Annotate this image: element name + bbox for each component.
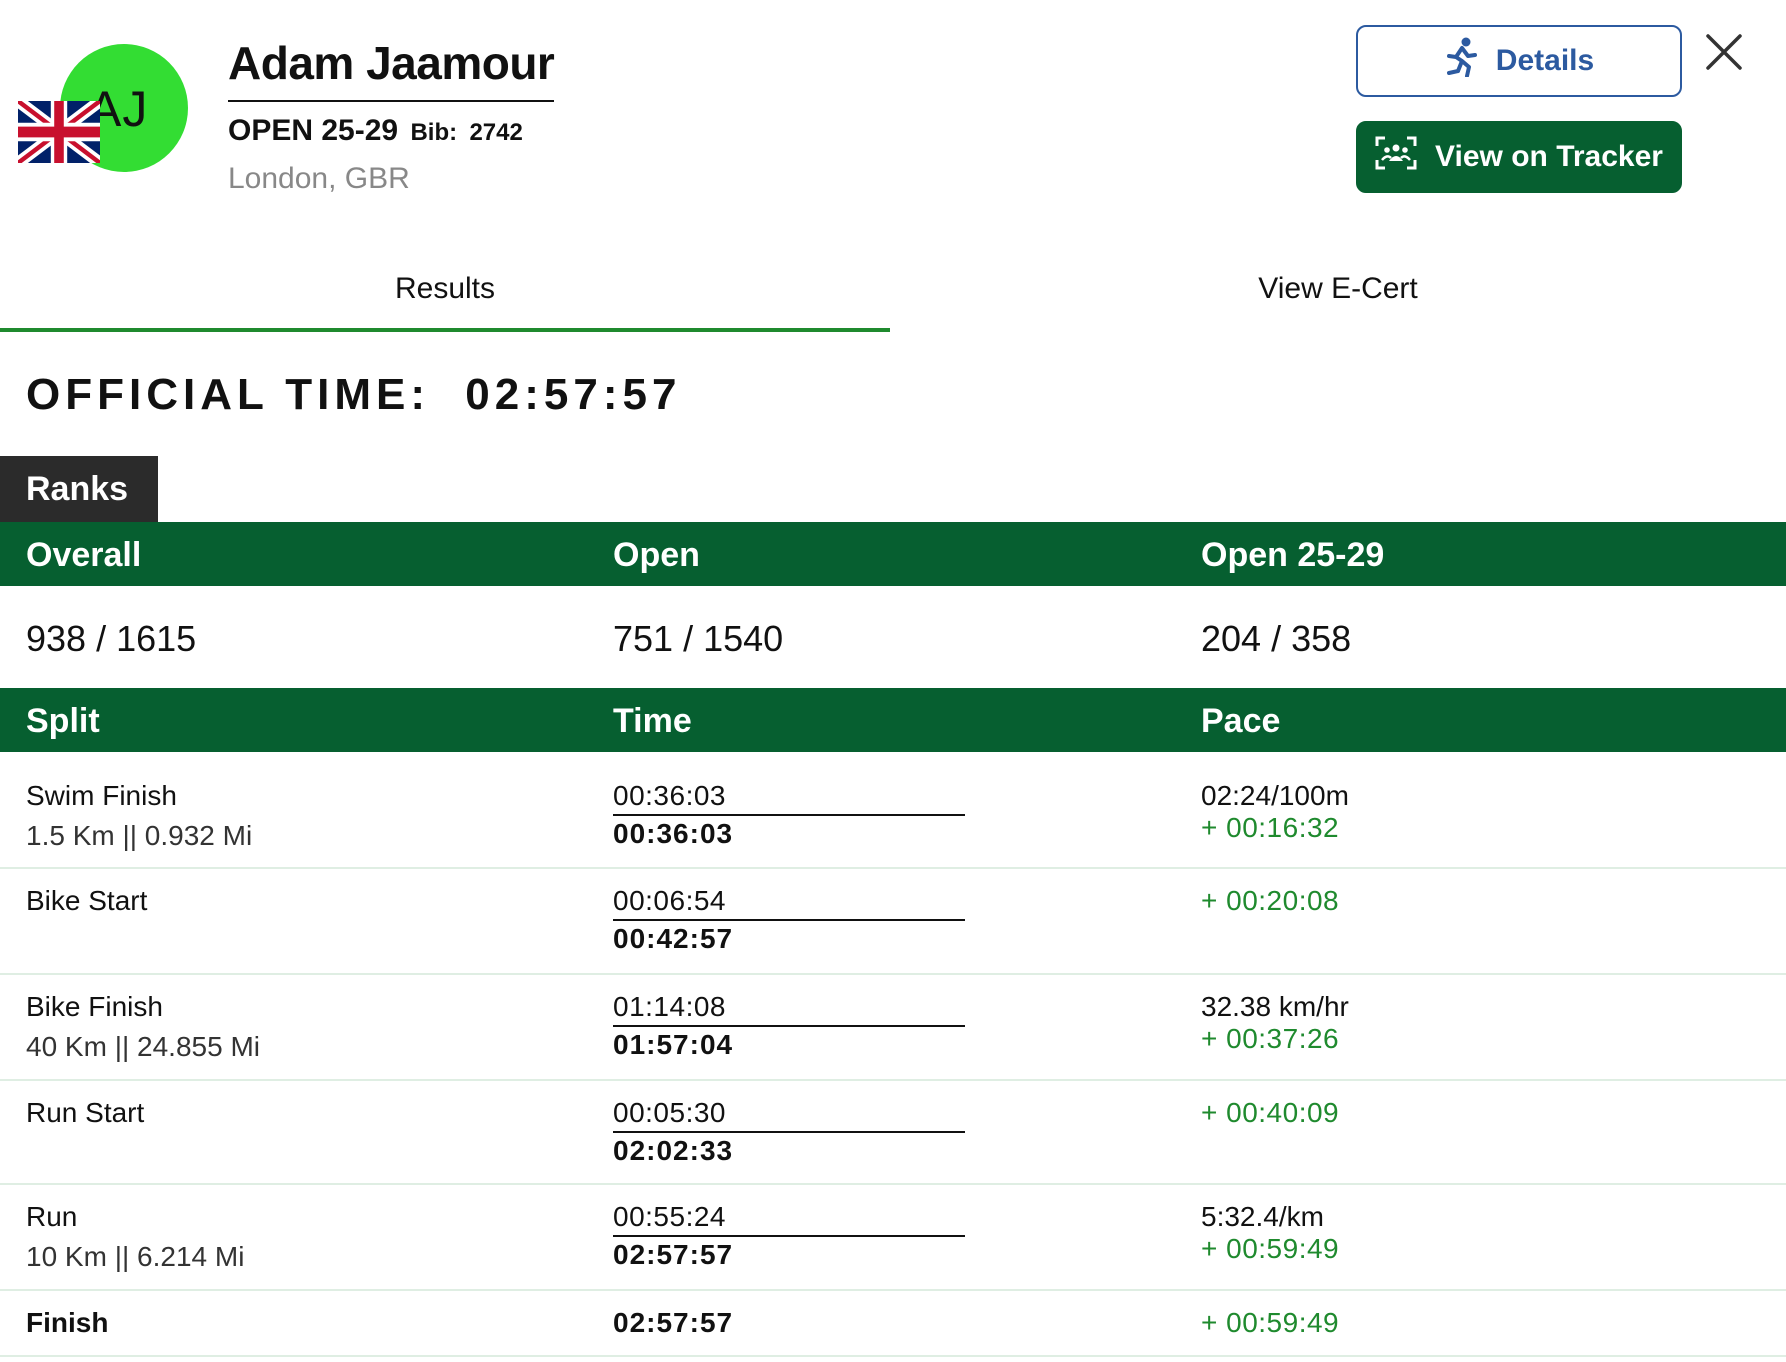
split-name: Run	[26, 1201, 78, 1232]
tab-results-label: Results	[394, 272, 496, 305]
rank-header-open: Open	[613, 536, 700, 574]
table-row: Bike Start 00:06:54 00:42:57 + 00:20:08	[0, 869, 1786, 975]
split-distance: 40 Km || 24.855 Mi	[26, 1031, 260, 1062]
split-time: 00:06:54	[613, 885, 965, 921]
split-gap: + 00:59:49	[1201, 1233, 1340, 1264]
splits-table: Swim Finish 1.5 Km || 0.932 Mi 00:36:03 …	[0, 752, 1786, 1357]
rank-overall: 938 / 1615	[26, 618, 197, 659]
splits-header: Split Time Pace	[0, 688, 1786, 752]
split-name: Bike Start	[26, 885, 148, 916]
tracker-button-label: View on Tracker	[1435, 140, 1663, 173]
split-distance: 1.5 Km || 0.932 Mi	[26, 820, 253, 851]
official-time: OFFICIAL TIME: 02:57:57	[26, 370, 681, 420]
view-on-tracker-button[interactable]: View on Tracker	[1356, 121, 1682, 193]
tab-view-ecert[interactable]: View E-Cert	[890, 252, 1786, 332]
split-header-split: Split	[26, 702, 100, 740]
cumulative-time: 01:57:04	[613, 1029, 734, 1060]
cumulative-time: 00:36:03	[613, 818, 734, 849]
uk-flag-icon	[18, 101, 100, 163]
split-pace: 32.38 km/hr	[1201, 991, 1349, 1022]
bib-number: 2742	[469, 119, 523, 146]
close-icon[interactable]	[1700, 28, 1748, 76]
bib-label: Bib:	[410, 119, 458, 146]
split-pace: 02:24/100m	[1201, 780, 1349, 811]
avatar: AJ	[18, 44, 188, 174]
cumulative-time: 02:57:57	[613, 1239, 734, 1270]
ranks-title: Ranks	[0, 456, 158, 522]
cumulative-time: 00:42:57	[613, 923, 734, 954]
split-time: 01:14:08	[613, 991, 965, 1027]
split-name: Swim Finish	[26, 780, 177, 811]
table-row: Bike Finish 40 Km || 24.855 Mi 01:14:08 …	[0, 975, 1786, 1081]
split-gap: + 00:40:09	[1201, 1097, 1340, 1128]
table-row: Run Start 00:05:30 02:02:33 + 00:40:09	[0, 1081, 1786, 1185]
tab-results[interactable]: Results	[0, 252, 890, 332]
details-button[interactable]: Details	[1356, 25, 1682, 97]
split-gap: + 00:59:49	[1201, 1307, 1340, 1338]
split-name: Bike Finish	[26, 991, 163, 1022]
split-header-pace: Pace	[1201, 702, 1281, 740]
table-row: Finish 02:57:57 + 00:59:49	[0, 1291, 1786, 1357]
rank-header-overall: Overall	[26, 536, 142, 574]
split-time: 00:55:24	[613, 1201, 965, 1237]
table-row: Swim Finish 1.5 Km || 0.932 Mi 00:36:03 …	[0, 752, 1786, 869]
category-line: OPEN 25-29 Bib: 2742	[228, 114, 554, 148]
split-gap: + 00:20:08	[1201, 885, 1340, 916]
split-name: Finish	[26, 1307, 109, 1338]
split-time: 00:05:30	[613, 1097, 965, 1133]
split-time: 00:36:03	[613, 780, 965, 816]
cumulative-time: 02:02:33	[613, 1135, 734, 1166]
athlete-location: London, GBR	[228, 162, 410, 195]
runner-icon	[1444, 37, 1478, 85]
official-time-label: OFFICIAL TIME:	[26, 370, 431, 419]
group-scan-icon	[1375, 136, 1417, 178]
rank-header-age-group: Open 25-29	[1201, 536, 1385, 574]
ranks-values: 938 / 1615 751 / 1540 204 / 358	[0, 586, 1786, 686]
athlete-name: Adam Jaamour	[228, 36, 555, 102]
ranks-header: Overall Open Open 25-29	[0, 522, 1786, 586]
athlete-header: AJ Adam Jaamour OPEN 25-29 Bib: 2742 Lon…	[0, 0, 1786, 215]
cumulative-time: 02:57:57	[613, 1307, 734, 1338]
table-row: Run 10 Km || 6.214 Mi 00:55:24 02:57:57 …	[0, 1185, 1786, 1291]
split-name: Run Start	[26, 1097, 145, 1128]
tab-bar: Results View E-Cert	[0, 252, 1786, 332]
athlete-category: OPEN 25-29	[228, 114, 399, 147]
split-gap: + 00:16:32	[1201, 812, 1340, 843]
tab-ecert-label: View E-Cert	[1258, 272, 1418, 305]
athlete-info: Adam Jaamour OPEN 25-29 Bib: 2742 London…	[228, 36, 555, 196]
split-pace: 5:32.4/km	[1201, 1201, 1324, 1232]
rank-open: 751 / 1540	[613, 618, 784, 659]
rank-age-group: 204 / 358	[1201, 618, 1352, 659]
official-time-value: 02:57:57	[465, 370, 682, 419]
split-header-time: Time	[613, 702, 692, 740]
split-distance: 10 Km || 6.214 Mi	[26, 1241, 245, 1272]
details-button-label: Details	[1495, 44, 1595, 77]
split-gap: + 00:37:26	[1201, 1023, 1340, 1054]
